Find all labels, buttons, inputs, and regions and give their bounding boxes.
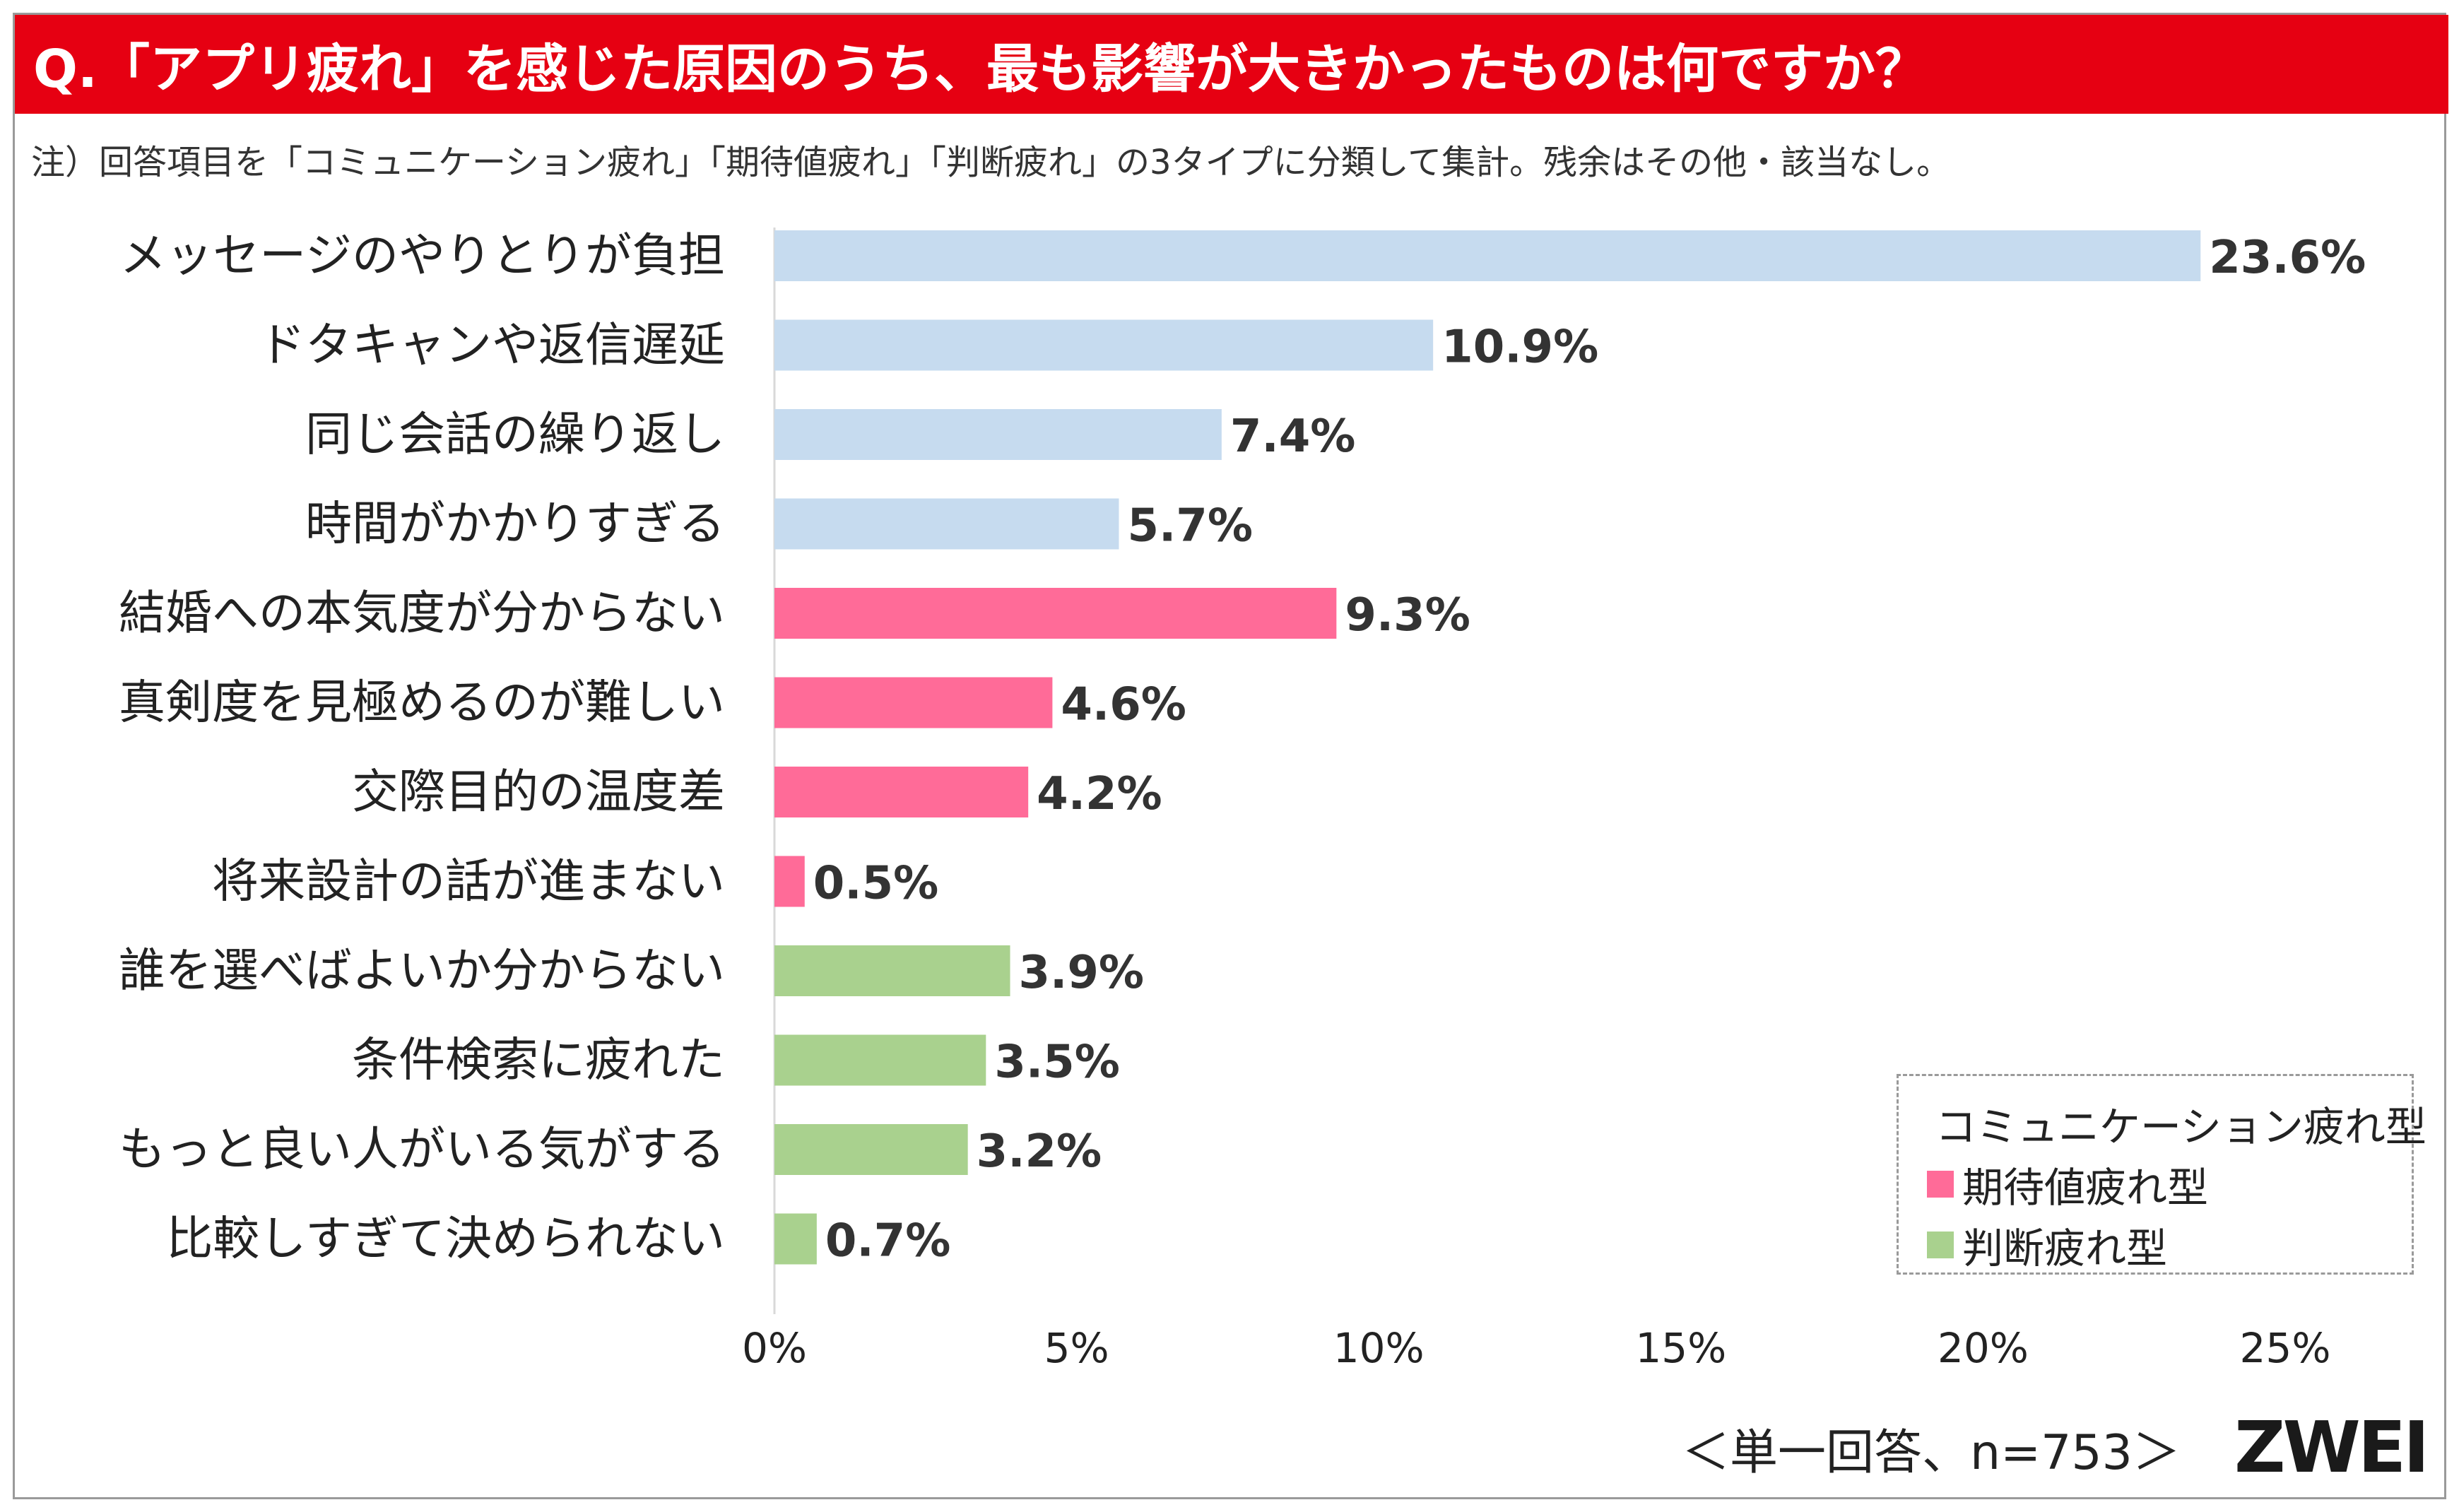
bar	[774, 1124, 968, 1175]
category-label: もっと良い人がいる気がする	[119, 1122, 725, 1176]
value-label: 7.4%	[1230, 411, 1356, 463]
legend-label-communication: コミュニケーション疲れ型	[1935, 1103, 2426, 1151]
category-label: ドタキャンや返信遅延	[259, 318, 725, 372]
x-tick-label: 10%	[1333, 1324, 1425, 1372]
x-tick-label: 5%	[1044, 1324, 1109, 1372]
value-label: 10.9%	[1441, 321, 1598, 374]
category-label: メッセージのやりとりが負担	[119, 228, 725, 283]
value-label: 4.2%	[1037, 768, 1162, 820]
category-label: 比較しすぎて決められない	[166, 1212, 725, 1266]
bar	[774, 498, 1119, 550]
value-label: 5.7%	[1127, 500, 1253, 553]
value-label: 9.3%	[1345, 589, 1470, 642]
bar	[774, 1034, 986, 1086]
legend-swatch-judgment	[1927, 1232, 1954, 1258]
bar	[774, 319, 1434, 371]
value-label: 4.6%	[1061, 679, 1186, 731]
category-label: 同じ会話の繰り返し	[305, 407, 725, 461]
value-label: 23.6%	[2209, 232, 2366, 284]
x-tick-label: 25%	[2240, 1324, 2331, 1372]
bar	[774, 409, 1222, 460]
category-label: 交際目的の温度差	[352, 764, 725, 819]
bar	[774, 677, 1053, 728]
legend: コミュニケーション疲れ型 期待値疲れ型 判断疲れ型	[1897, 1074, 2426, 1275]
category-label: 結婚への本気度が分からない	[119, 586, 725, 640]
category-label: 条件検索に疲れた	[352, 1033, 725, 1087]
value-label: 3.5%	[994, 1036, 1120, 1089]
legend-swatch-expectation	[1927, 1171, 1954, 1198]
legend-label-judgment: 判断疲れ型	[1962, 1224, 2168, 1272]
chart-note: 注）回答項目を「コミュニケーション疲れ」「期待値疲れ」「判断疲れ」の3タイプに分…	[31, 143, 1951, 182]
value-label: 3.2%	[977, 1126, 1102, 1178]
value-label: 3.9%	[1019, 947, 1145, 999]
chart-frame: Q.「アプリ疲れ」を感じた原因のうち、最も影響が大きかったものは何ですか？	[13, 13, 2448, 1499]
category-label: 将来設計の話が進まない	[212, 854, 725, 909]
bar	[774, 230, 2201, 281]
x-tick-label: 15%	[1635, 1324, 1726, 1372]
legend-item-communication: コミュニケーション疲れ型	[1927, 1093, 2426, 1154]
x-tick-label: 0%	[742, 1324, 807, 1372]
value-label: 0.7%	[825, 1215, 951, 1268]
bar	[774, 945, 1010, 996]
value-label: 0.5%	[813, 858, 939, 910]
bar	[774, 588, 1337, 639]
category-label: 時間がかかりすぎる	[305, 497, 725, 551]
legend-item-expectation: 期待値疲れ型	[1927, 1154, 2412, 1215]
category-label: 誰を選べばよいか分からない	[119, 943, 725, 998]
bar	[774, 1213, 817, 1265]
category-label: 真剣度を見極めるのが難しい	[119, 675, 725, 730]
bar	[774, 856, 805, 907]
sample-size-note: ＜単一回答、n=753＞	[1682, 1425, 2181, 1481]
zwei-logo: ZWEI	[2234, 1406, 2429, 1489]
chart-title: Q.「アプリ疲れ」を感じた原因のうち、最も影響が大きかったものは何ですか？	[33, 38, 1928, 100]
legend-item-judgment: 判断疲れ型	[1927, 1215, 2412, 1275]
bar	[774, 767, 1029, 817]
legend-label-expectation: 期待値疲れ型	[1962, 1164, 2209, 1212]
x-tick-label: 20%	[1938, 1324, 2029, 1372]
title-bar: Q.「アプリ疲れ」を感じた原因のうち、最も影響が大きかったものは何ですか？	[15, 15, 2448, 114]
